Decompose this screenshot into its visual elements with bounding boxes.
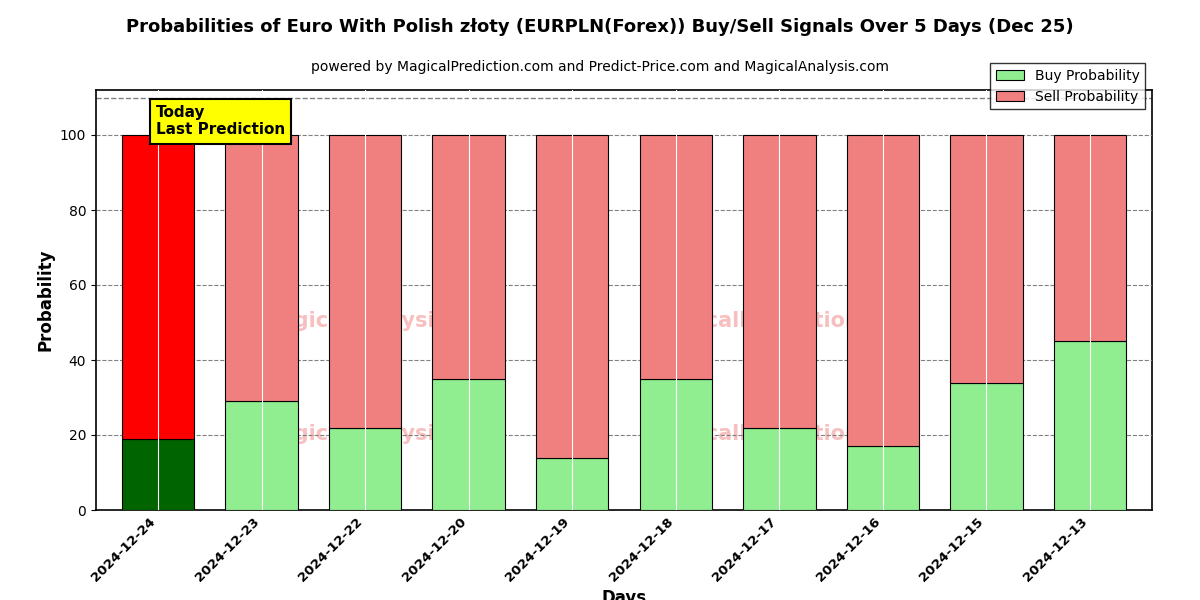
Bar (536, 135, 608, 457)
Bar (329, 135, 402, 427)
Bar (226, 135, 298, 401)
Bar (846, 135, 919, 446)
Text: powered by MagicalPrediction.com and Predict-Price.com and MagicalAnalysis.com: powered by MagicalPrediction.com and Pre… (311, 60, 889, 74)
X-axis label: Days: Days (601, 589, 647, 600)
Bar (743, 135, 816, 427)
Bar (743, 427, 816, 510)
Bar (536, 457, 608, 510)
Y-axis label: Probability: Probability (36, 249, 54, 351)
Text: MagicalAnalysis.com: MagicalAnalysis.com (259, 424, 503, 445)
Text: Today
Last Prediction: Today Last Prediction (156, 105, 286, 137)
Bar (1054, 341, 1126, 510)
Text: Probabilities of Euro With Polish złoty (EURPLN(Forex)) Buy/Sell Signals Over 5 : Probabilities of Euro With Polish złoty … (126, 18, 1074, 36)
Bar (950, 135, 1022, 383)
Bar (640, 379, 712, 510)
Bar (329, 427, 402, 510)
Bar (432, 135, 505, 379)
Text: MagicalPrediction.com: MagicalPrediction.com (649, 424, 916, 445)
Bar (226, 401, 298, 510)
Bar (122, 135, 194, 439)
Bar (1054, 135, 1126, 341)
Text: MagicalAnalysis.com: MagicalAnalysis.com (259, 311, 503, 331)
Text: MagicalPrediction.com: MagicalPrediction.com (649, 311, 916, 331)
Legend: Buy Probability, Sell Probability: Buy Probability, Sell Probability (990, 64, 1145, 109)
Bar (846, 446, 919, 510)
Bar (950, 383, 1022, 510)
Bar (122, 439, 194, 510)
Bar (640, 135, 712, 379)
Bar (432, 379, 505, 510)
